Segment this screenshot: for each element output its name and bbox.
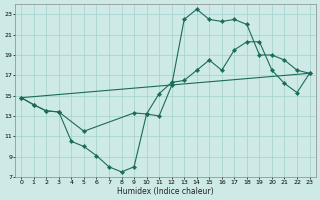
X-axis label: Humidex (Indice chaleur): Humidex (Indice chaleur) [117, 187, 214, 196]
